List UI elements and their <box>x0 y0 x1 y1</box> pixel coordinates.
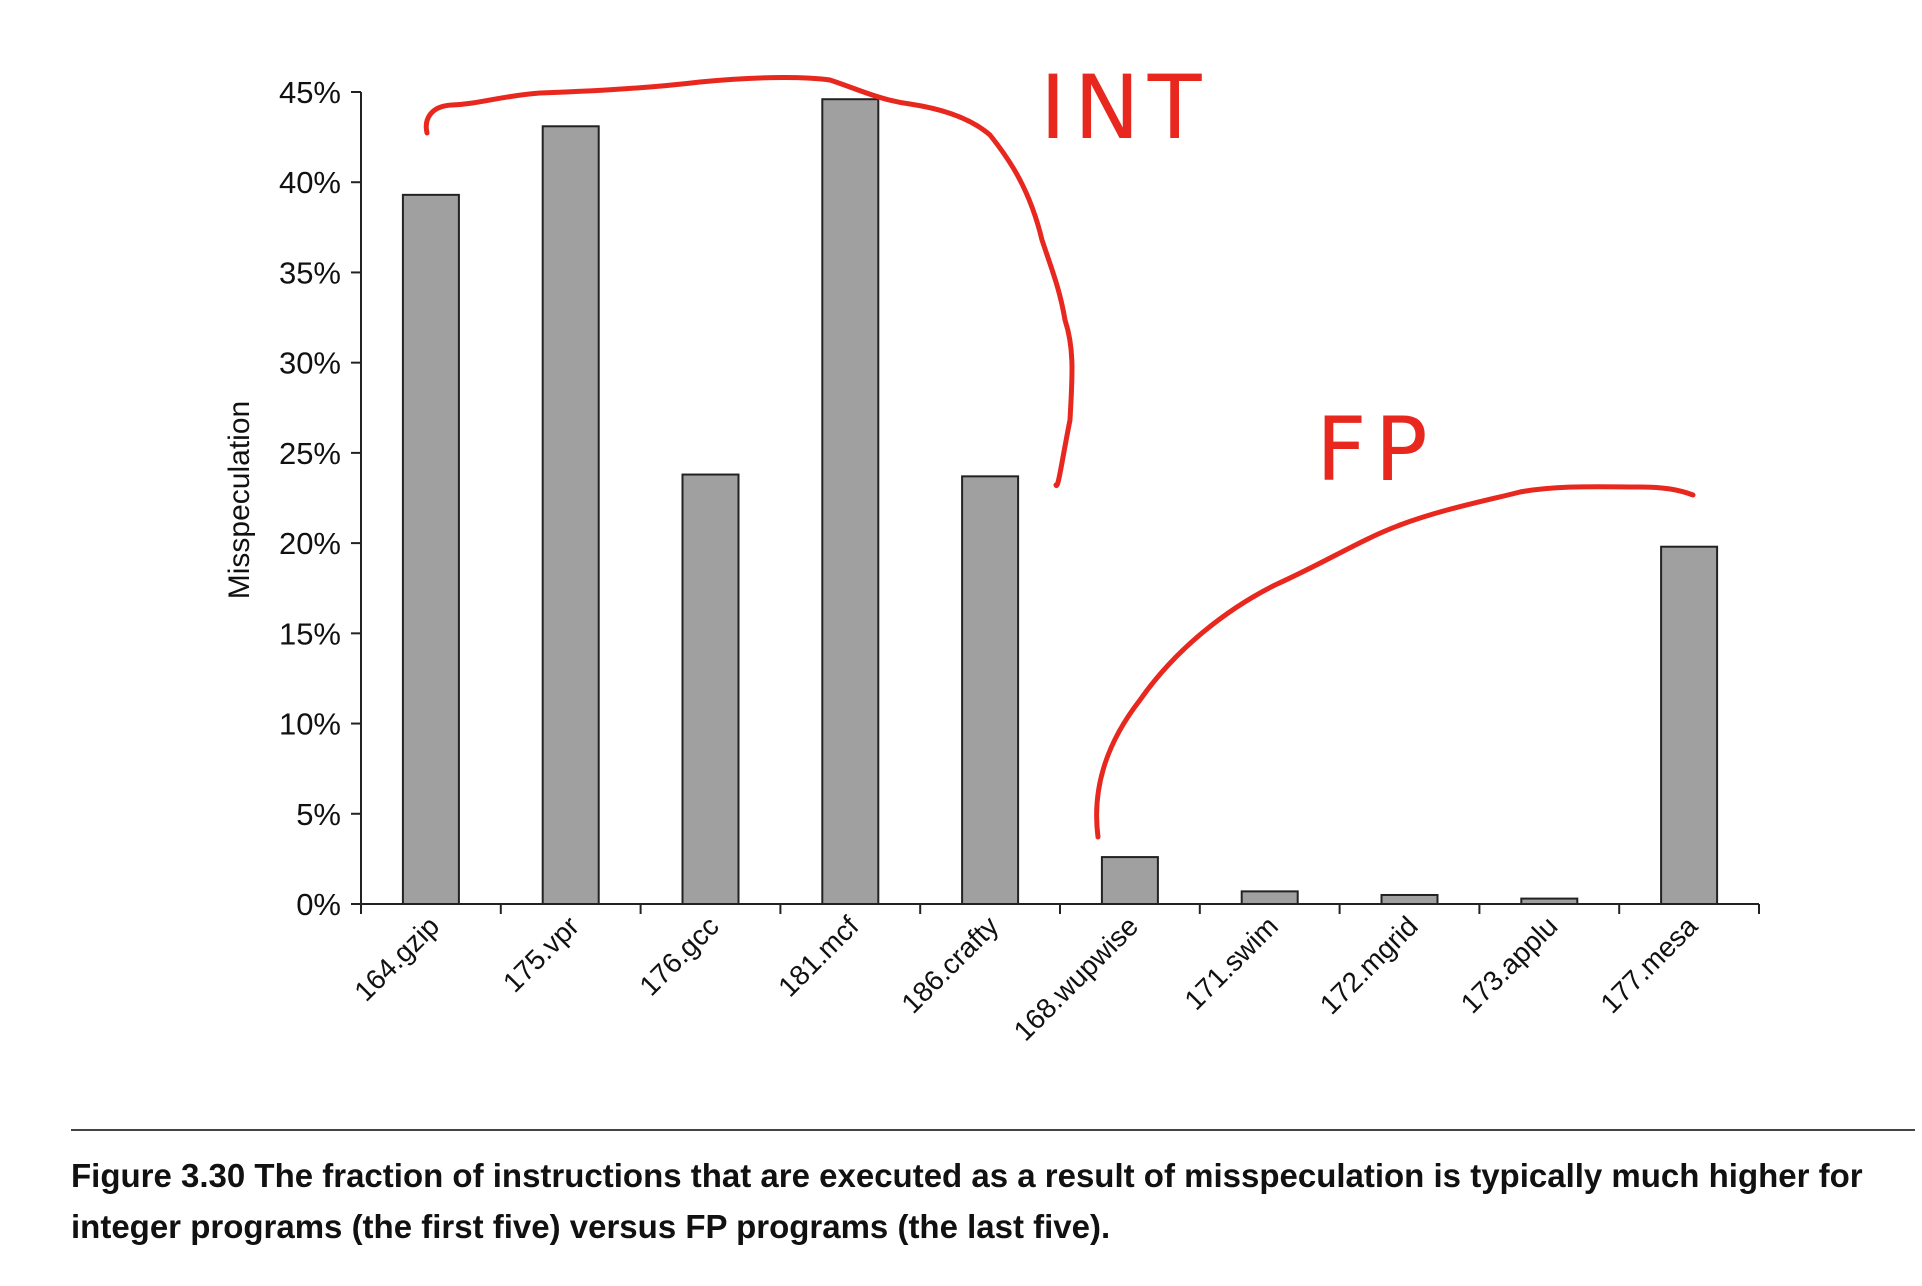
x-tick-label: 177.mesa <box>1594 910 1703 1019</box>
figure-caption-label: Figure 3.30 <box>71 1157 246 1194</box>
figure-caption-text: The fraction of instructions that are ex… <box>71 1157 1863 1245</box>
bar-186.crafty <box>961 475 1020 905</box>
y-tick-label: 5% <box>296 797 341 832</box>
bars <box>401 98 1719 906</box>
y-tick-label: 25% <box>279 436 341 471</box>
bar-168.wupwise <box>1100 856 1159 906</box>
bar-176.gcc <box>681 473 740 905</box>
x-tick-label: 181.mcf <box>772 910 865 1003</box>
x-tick-label: 168.wupwise <box>1008 910 1144 1046</box>
x-tick-label: 186.crafty <box>895 910 1004 1019</box>
y-tick-label: 0% <box>296 887 341 922</box>
x-axis: 164.gzip 175.vpr 176.gcc 181.mcf 186.crafty 1… <box>348 903 1760 1047</box>
y-tick-label: 10% <box>279 707 341 742</box>
bar-164.gzip <box>401 193 460 905</box>
int-bracket-annotation <box>423 75 1075 488</box>
bar-181.mcf <box>821 98 880 906</box>
fp-bracket-annotation <box>1094 484 1696 840</box>
caption-divider <box>71 1129 1915 1131</box>
y-axis: 0% 5% 10% 15% 20% 25% 30% 35% 40% 45% <box>279 75 362 922</box>
x-tick-label: 175.vpr <box>497 910 585 998</box>
int-annotation-label: INT <box>1040 56 1210 159</box>
y-tick-label: 15% <box>279 616 341 651</box>
x-tick-label: 176.gcc <box>633 910 724 1001</box>
x-tick-label: 171.swim <box>1178 910 1284 1016</box>
y-tick-label: 30% <box>279 346 341 381</box>
y-tick-label: 35% <box>279 255 341 290</box>
bar-175.vpr <box>541 125 600 906</box>
bar-171.swim <box>1240 890 1299 906</box>
x-tick-label: 173.applu <box>1455 910 1564 1019</box>
fp-annotation-label: FP <box>1316 398 1436 501</box>
bar-172.mgrid <box>1380 893 1439 906</box>
y-axis-title: Misspeculation <box>223 401 256 599</box>
x-tick-label: 164.gzip <box>348 910 445 1007</box>
y-tick-label: 40% <box>279 165 341 200</box>
y-tick-label: 45% <box>279 75 341 110</box>
figure-caption: Figure 3.30 The fraction of instructions… <box>71 1150 1915 1252</box>
y-tick-label: 20% <box>279 526 341 561</box>
bar-177.mesa <box>1660 545 1719 905</box>
bar-chart: 0% 5% 10% 15% 20% 25% 30% 35% 40% 45% 164.gzip 175… <box>223 56 1760 1047</box>
x-tick-label: 172.mgrid <box>1314 910 1424 1020</box>
